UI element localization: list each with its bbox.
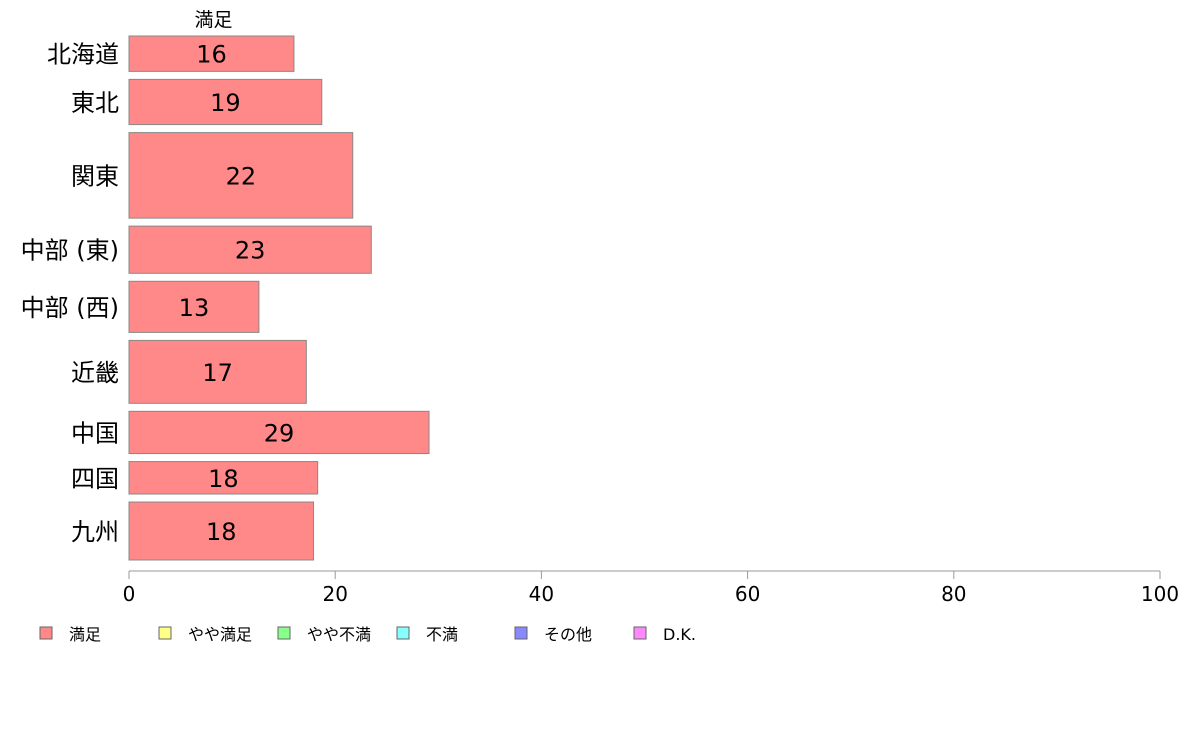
legend-label: 不満 [426,625,458,644]
category-label: 近畿 [71,359,119,387]
data-label: 23 [235,237,266,265]
legend-swatch [514,626,528,640]
legend-label: やや不満 [307,625,371,644]
x-tick-label: 20 [322,582,347,606]
legend-swatch [277,626,291,640]
legend-label: やや満足 [188,625,252,644]
category-label: 中部 (西) [21,294,119,322]
bar-segment [128,35,295,72]
bar-segment [128,225,372,274]
legend-swatch [158,626,172,640]
bar-segment [128,280,260,333]
category-label: 関東 [71,162,119,190]
category-label: 四国 [71,465,119,493]
category-label: 東北 [71,89,119,117]
legend-swatch [633,626,647,640]
legend-swatch [396,626,410,640]
x-tick-label: 60 [735,582,760,606]
top-series-label: 満足 [194,9,232,31]
data-label: 13 [179,294,210,322]
legend-label: D.K. [663,625,696,644]
legend-swatch [39,626,53,640]
bar-segment [128,78,323,126]
x-tick-label: 100 [1141,582,1179,606]
legend-label: 満足 [69,625,101,644]
data-label: 16 [196,41,227,69]
legend-label: その他 [544,625,592,644]
data-label: 18 [208,465,239,493]
bar-segment [128,339,307,404]
category-label: 九州 [71,518,119,546]
data-label: 18 [206,518,237,546]
x-tick-label: 0 [123,582,136,606]
category-label: 中国 [71,419,119,447]
data-label: 17 [202,359,233,387]
data-label: 29 [264,419,295,447]
x-tick-label: 40 [529,582,554,606]
x-tick-label: 80 [941,582,966,606]
category-label: 中部 (東) [21,237,119,265]
category-label: 北海道 [47,41,119,69]
data-label: 19 [210,89,241,117]
data-label: 22 [226,162,257,190]
bar-segment [128,461,319,495]
bar-segment [128,132,354,219]
bar-segment [128,410,430,455]
bar-segment [128,501,315,561]
